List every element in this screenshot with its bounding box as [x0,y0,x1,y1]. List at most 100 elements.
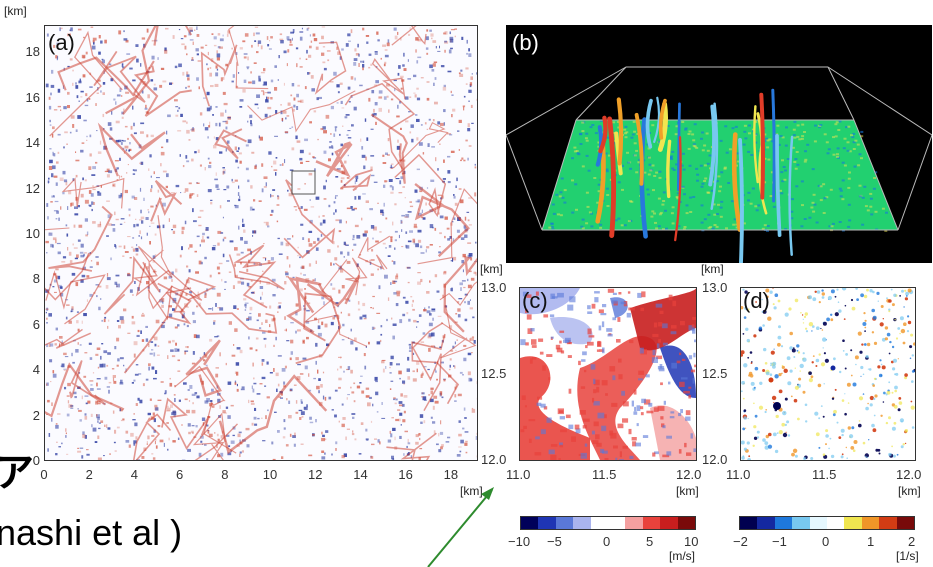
texture-cell [334,196,337,199]
texture-cell [408,350,412,352]
texture-cell [178,107,181,110]
texture-cell [274,411,277,413]
texture-cell [85,51,88,55]
vorticity-speck [911,370,915,373]
texture-cell [382,154,385,157]
surface-texture [872,187,876,190]
texture-cell [275,172,277,176]
texture-cell [243,79,247,83]
texture-cell [207,236,210,239]
texture-cell [292,235,294,238]
texture-cell [265,182,267,187]
vorticity-speck [802,357,807,362]
texture-cell [171,192,175,194]
texture-cell [270,97,273,100]
texture-cell [272,189,276,191]
texture-cell [258,78,261,82]
texture-cell [259,327,262,329]
texture-cell [277,311,279,313]
panel-c-unit-label: [km] [480,262,503,276]
texture-cell [187,448,191,452]
velocity-speckle [567,304,574,311]
texture-cell [429,29,432,32]
vorticity-speck [764,410,767,414]
texture-cell [210,400,213,403]
texture-cell [186,160,190,163]
texture-cell [374,52,378,55]
texture-cell [74,396,77,399]
texture-cell [245,167,249,171]
texture-cell [123,38,128,41]
texture-cell [133,224,136,228]
texture-cell [413,226,418,229]
texture-cell [132,169,135,171]
texture-cell [217,33,221,36]
texture-cell [234,205,239,209]
texture-cell [186,306,189,308]
texture-cell [183,323,186,326]
surface-texture [668,156,672,159]
surface-texture [881,207,885,210]
texture-cell [263,337,267,340]
texture-cell [180,113,183,117]
texture-cell [399,412,403,416]
texture-cell [125,440,130,443]
texture-cell [189,385,193,389]
surface-texture [647,156,651,159]
texture-cell [461,36,464,40]
texture-cell [46,203,49,207]
texture-cell [396,292,400,297]
texture-cell [391,186,394,191]
surface-texture [863,185,867,188]
texture-cell [439,215,444,219]
vorticity-speck [745,427,747,429]
velocity-speckle [550,336,554,339]
vorticity-speck [864,319,867,322]
texture-cell [280,241,284,246]
vorticity-speck [825,339,827,341]
convergence-line [391,26,427,46]
surface-texture [779,189,782,192]
texture-cell [157,57,159,60]
texture-cell [205,364,208,367]
texture-cell [315,196,320,200]
surface-texture [653,175,657,177]
texture-cell [59,336,63,339]
texture-cell [247,248,251,252]
surface-texture [657,225,661,228]
velocity-region [660,345,696,398]
texture-cell [115,274,120,277]
vorticity-speck [777,335,782,340]
vorticity-speck [808,371,812,375]
texture-cell [432,405,435,410]
texture-cell [240,237,243,241]
surface-texture [806,143,810,146]
texture-cell [297,84,300,87]
texture-cell [100,185,102,188]
texture-cell [141,456,145,459]
surface-texture [563,201,567,204]
texture-cell [397,31,399,35]
texture-cell [98,35,101,39]
texture-cell [381,417,386,419]
texture-cell [333,263,335,266]
velocity-speckle [640,307,644,312]
vorticity-speck [778,389,783,394]
surface-texture [793,136,797,139]
texture-cell [418,212,422,216]
texture-cell [220,112,224,117]
vorticity-speck [741,390,743,393]
vorticity-speck [874,394,878,398]
vorticity-speck [881,365,886,370]
surface-texture [794,167,798,170]
vorticity-speck [742,397,745,400]
surface-texture [832,136,835,139]
texture-cell [297,100,302,103]
texture-cell [426,29,429,32]
texture-cell [471,407,474,410]
texture-cell [386,95,389,98]
texture-cell [80,243,84,248]
texture-cell [285,328,287,332]
panel-a-x-tick: 10 [262,467,278,482]
texture-cell [132,105,134,110]
